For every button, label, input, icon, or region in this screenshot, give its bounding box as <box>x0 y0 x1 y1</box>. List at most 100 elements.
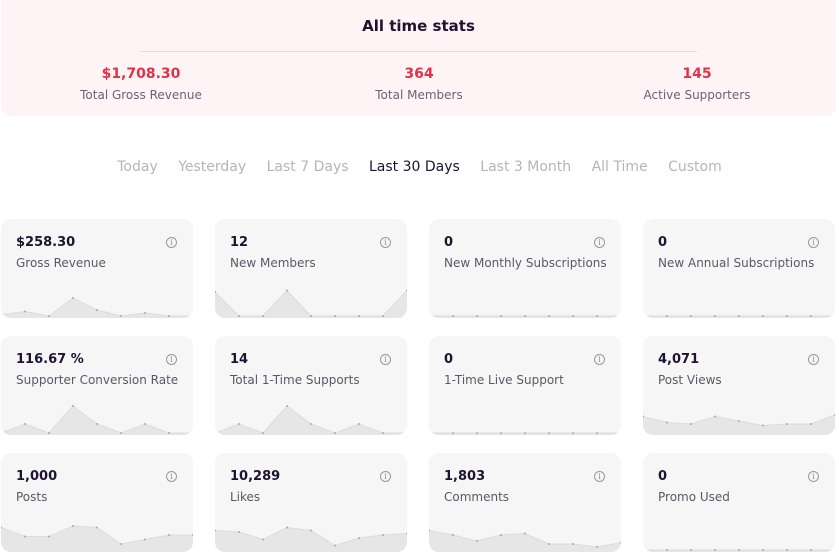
card-value: 1,000 <box>16 469 58 484</box>
stat-value: 145 <box>682 66 712 82</box>
stat-card-promo-used: 0 Promo Used i <box>643 453 835 552</box>
info-icon[interactable]: i <box>380 237 391 248</box>
stat-total-gross-revenue: $1,708.30 Total Gross Revenue <box>21 66 261 102</box>
filter-last-7-days[interactable]: Last 7 Days <box>266 159 349 175</box>
stat-card-gross-revenue: $258.30 Gross Revenue i <box>1 219 193 318</box>
info-icon[interactable]: i <box>166 237 177 248</box>
filter-last-30-days[interactable]: Last 30 Days <box>368 159 460 175</box>
stat-label: Total Members <box>375 88 463 102</box>
sparkline-point <box>643 315 644 317</box>
sparkline-point <box>1 432 2 434</box>
sparkline-area <box>215 290 407 318</box>
sparkline-point <box>96 309 98 311</box>
sparkline-point <box>334 432 336 434</box>
info-icon[interactable]: i <box>808 471 819 482</box>
sparkline-point <box>524 315 526 317</box>
stat-card-1-time-live-support: 0 1-Time Live Support i <box>429 336 621 435</box>
sparkline <box>429 529 621 552</box>
sparkline-area <box>1 526 193 552</box>
sparkline-point <box>738 420 740 422</box>
stat-card-new-members: 12 New Members i <box>215 219 407 318</box>
sparkline-point <box>24 423 26 425</box>
sparkline-point <box>96 526 98 529</box>
sparkline <box>215 405 407 435</box>
card-label: New Members <box>230 256 316 270</box>
card-value: $258.30 <box>16 235 76 250</box>
all-time-stats-panel: All time stats $1,708.30 Total Gross Rev… <box>1 0 836 116</box>
sparkline-area <box>429 530 621 552</box>
sparkline-point <box>714 549 716 551</box>
sparkline-point <box>500 315 502 317</box>
sparkline-point <box>1 526 2 529</box>
filter-yesterday[interactable]: Yesterday <box>178 159 247 175</box>
sparkline-point <box>762 549 764 551</box>
info-icon[interactable]: i <box>166 354 177 365</box>
sparkline-point <box>524 432 526 434</box>
sparkline-point <box>762 315 764 317</box>
sparkline-point <box>382 534 384 536</box>
sparkline <box>643 549 835 552</box>
card-label: New Monthly Subscriptions <box>444 256 607 270</box>
sparkline-point <box>192 315 193 317</box>
sparkline-point <box>334 315 336 317</box>
info-icon[interactable]: i <box>808 237 819 248</box>
sparkline-point <box>48 432 50 434</box>
info-icon[interactable]: i <box>380 471 391 482</box>
sparkline-point <box>262 538 264 541</box>
sparkline-point <box>310 529 312 532</box>
sparkline-point <box>666 421 668 424</box>
card-value: 0 <box>444 235 454 250</box>
filter-all-time[interactable]: All Time <box>591 159 648 175</box>
filter-today[interactable]: Today <box>117 159 158 175</box>
sparkline-point <box>429 315 430 317</box>
stat-label: Total Gross Revenue <box>80 88 202 102</box>
sparkline-point <box>548 432 550 434</box>
sparkline <box>643 315 835 318</box>
sparkline-point <box>714 315 716 317</box>
sparkline-point <box>690 423 692 425</box>
sparkline-point <box>168 534 170 536</box>
info-icon[interactable]: i <box>594 471 605 482</box>
sparkline-point <box>714 415 716 418</box>
sparkline-point <box>429 432 430 434</box>
sparkline-point <box>192 432 193 434</box>
sparkline-point <box>144 312 146 314</box>
info-icon[interactable]: i <box>808 354 819 365</box>
filter-custom[interactable]: Custom <box>668 159 722 175</box>
sparkline-point <box>596 546 598 548</box>
sparkline-point <box>476 540 478 542</box>
sparkline-point <box>643 549 644 551</box>
stat-card-total-1-time-supports: 14 Total 1-Time Supports i <box>215 336 407 435</box>
sparkline-point <box>72 405 74 407</box>
info-icon[interactable]: i <box>380 354 391 365</box>
sparkline-point <box>24 310 26 313</box>
filter-last-3-month[interactable]: Last 3 Month <box>480 159 572 175</box>
info-icon[interactable]: i <box>594 354 605 365</box>
sparkline-point <box>358 537 360 539</box>
sparkline-point <box>238 531 240 533</box>
sparkline-point <box>690 315 692 317</box>
sparkline-point <box>215 529 216 532</box>
card-value: 4,071 <box>658 352 700 367</box>
stat-card-supporter-conversion-rate: 116.67 % Supporter Conversion Rate i <box>1 336 193 435</box>
sparkline-point <box>500 534 502 536</box>
sparkline-point <box>810 315 812 317</box>
stat-value: 364 <box>404 66 434 82</box>
sparkline-point <box>382 315 384 317</box>
sparkline-point <box>666 315 668 317</box>
sparkline-point <box>286 289 288 292</box>
sparkline <box>215 526 407 552</box>
stat-card-posts: 1,000 Posts i <box>1 453 193 552</box>
stat-label: Active Supporters <box>643 88 751 102</box>
card-label: Comments <box>444 490 510 504</box>
sparkline-point <box>572 543 574 545</box>
sparkline-point <box>286 405 288 407</box>
sparkline-point <box>596 315 598 317</box>
info-icon[interactable]: i <box>166 471 177 482</box>
sparkline-point <box>358 315 360 317</box>
card-label: Gross Revenue <box>16 256 106 270</box>
sparkline-point <box>738 315 740 317</box>
info-icon[interactable]: i <box>594 237 605 248</box>
sparkline-point <box>358 423 360 425</box>
card-value: 10,289 <box>230 469 281 484</box>
